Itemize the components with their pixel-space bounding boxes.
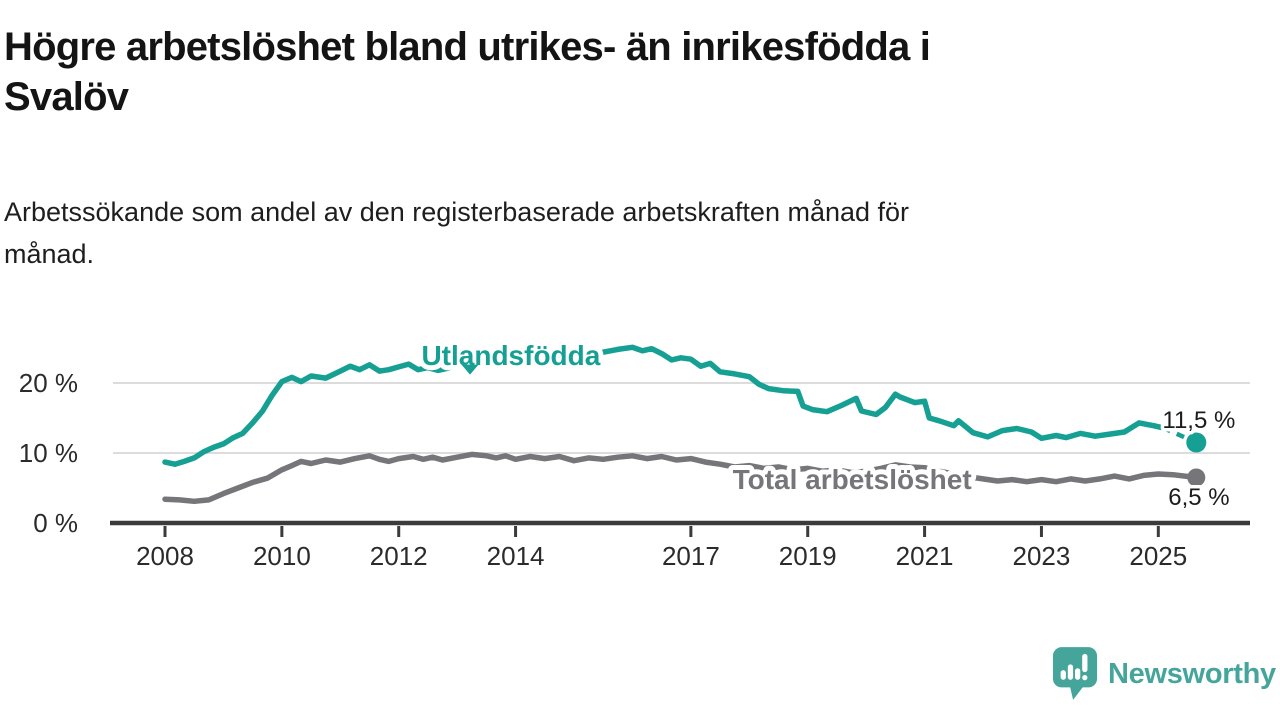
series-end-dot bbox=[1187, 468, 1206, 487]
series-label-pointer-icon bbox=[461, 364, 479, 375]
series-total-arbetsloshet bbox=[162, 451, 1206, 505]
x-tick-label-2010: 2010 bbox=[253, 541, 311, 571]
series-label-utlandsfodda: Utlandsfödda bbox=[421, 340, 600, 371]
x-tick-label-2021: 2021 bbox=[896, 541, 954, 571]
series-line-dashed bbox=[1162, 425, 1198, 445]
x-tick-label-2008: 2008 bbox=[136, 541, 194, 571]
series-label-total-arbetsloshet: Total arbetslöshet bbox=[733, 464, 972, 495]
y-tick-label-20: 20 % bbox=[19, 368, 78, 398]
end-value-label-utlandsfodda: 11,5 % bbox=[1162, 407, 1235, 434]
end-value-label-total-arbetsloshet: 6,5 % bbox=[1168, 484, 1229, 511]
chart-subtitle-line1: Arbetssökande som andel av den registerb… bbox=[4, 197, 910, 227]
x-tick-label-2014: 2014 bbox=[487, 541, 545, 571]
logo-bar-mid bbox=[1075, 668, 1081, 680]
x-tick-label-2025: 2025 bbox=[1129, 541, 1187, 571]
y-tick-label-10: 10 % bbox=[19, 438, 78, 468]
x-tick-label-2012: 2012 bbox=[370, 541, 428, 571]
x-tick-label-2023: 2023 bbox=[1013, 541, 1071, 571]
logo-exclamation-dot bbox=[1082, 674, 1088, 681]
series-line bbox=[162, 344, 1166, 467]
brand-name: Newsworthy bbox=[1108, 657, 1276, 690]
y-tick-label-0: 0 % bbox=[33, 508, 78, 538]
logo-bar-tall bbox=[1067, 664, 1074, 680]
chart-subtitle: Arbetssökande som andel av den registerb… bbox=[4, 192, 909, 276]
brand-footer: Newsworthy bbox=[1052, 645, 1276, 703]
x-tick-label-2017: 2017 bbox=[662, 541, 720, 571]
series-end-dot bbox=[1186, 432, 1207, 453]
chart-title-line2: Svalöv bbox=[4, 75, 129, 120]
series-line bbox=[162, 451, 1200, 505]
newsworthy-logo-icon bbox=[1052, 647, 1098, 700]
logo-bar-short bbox=[1060, 670, 1066, 680]
logo-exclamation-bar bbox=[1082, 653, 1088, 673]
chart-subtitle-line2: månad. bbox=[4, 238, 95, 269]
series-utlandsfodda bbox=[162, 344, 1207, 467]
x-tick-label-2019: 2019 bbox=[779, 541, 837, 571]
chart-title: Högre arbetslöshet bland utrikes- än inr… bbox=[4, 22, 931, 123]
chart-title-line1: Högre arbetslöshet bland utrikes- än inr… bbox=[4, 25, 931, 69]
